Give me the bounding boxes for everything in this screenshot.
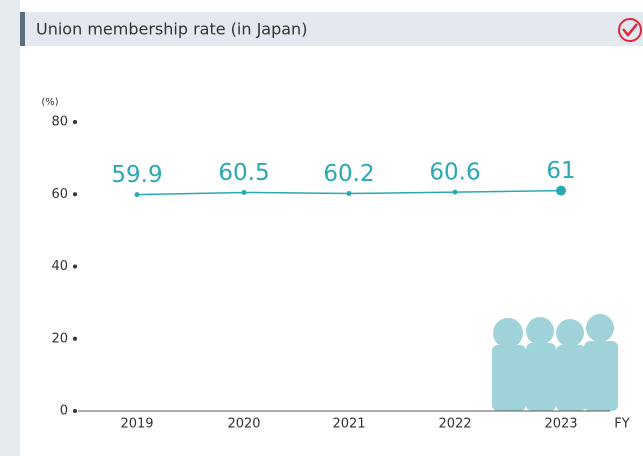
y-tick-mark — [73, 409, 77, 413]
y-unit: (%) — [41, 97, 58, 108]
header-accent — [20, 12, 25, 46]
data-label: 60.6 — [429, 160, 480, 186]
y-tick-mark — [73, 265, 77, 269]
data-point — [347, 191, 352, 196]
x-tick-label: 2020 — [227, 417, 260, 432]
chart-title: Union membership rate (in Japan) — [36, 20, 307, 39]
data-point — [242, 190, 247, 195]
data-label: 60.2 — [323, 161, 374, 187]
y-tick-label: 60 — [51, 187, 68, 202]
y-tick-label: 20 — [51, 331, 68, 346]
y-tick-mark — [73, 192, 77, 196]
chart: Union membership rate (in Japan) (%) FY … — [0, 0, 643, 456]
page: Union membership rate (in Japan) (%) FY … — [0, 0, 643, 456]
x-axis-label: FY — [614, 417, 629, 432]
x-tick-label: 2023 — [544, 417, 577, 432]
data-label: 60.5 — [218, 160, 269, 186]
x-tick-label: 2019 — [120, 417, 153, 432]
data-point — [453, 190, 458, 195]
x-tick-label: 2021 — [332, 417, 365, 432]
data-point — [556, 186, 566, 196]
y-tick-mark — [73, 120, 77, 124]
y-tick-mark — [73, 337, 77, 341]
y-tick-label: 40 — [51, 259, 68, 274]
data-label: 59.9 — [111, 162, 162, 188]
data-point — [135, 192, 140, 197]
data-label: 61 — [546, 158, 575, 184]
y-tick-label: 80 — [51, 115, 68, 130]
x-tick-label: 2022 — [438, 417, 471, 432]
y-tick-label: 0 — [60, 404, 68, 419]
